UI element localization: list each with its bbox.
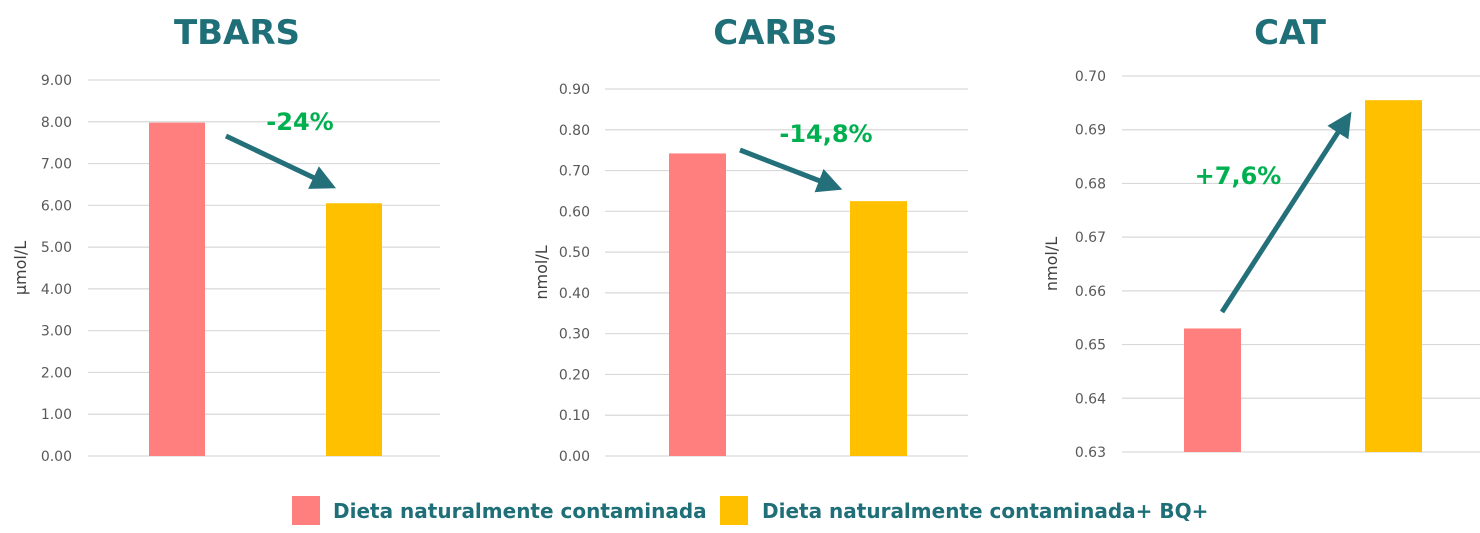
tbars-bar-contaminated: [149, 122, 205, 456]
cat-trend-arrow-icon: [1219, 111, 1352, 314]
carbs-ytick-label: 0.10: [559, 408, 590, 424]
tbars-ylabel: µmol/L: [11, 241, 30, 295]
tbars-ytick-label: 0.00: [41, 449, 72, 465]
cat-ytick-label: 0.69: [1075, 123, 1106, 139]
tbars-ytick-label: 3.00: [41, 324, 72, 340]
cat-ytick-label: 0.65: [1075, 338, 1106, 354]
carbs-bar-contaminated: [669, 153, 726, 456]
cat-bar-contaminated: [1184, 328, 1241, 452]
cat-ytick-label: 0.63: [1075, 445, 1106, 461]
carbs-ytick-label: 0.30: [559, 327, 590, 343]
carbs-ytick-label: 0.40: [559, 286, 590, 302]
legend: Dieta naturalmente contaminada Dieta nat…: [292, 496, 1208, 525]
cat-bar-bq: [1365, 100, 1422, 453]
legend-label-bq: Dieta naturalmente contaminada+ BQ+: [762, 499, 1208, 523]
tbars-ytick-label: 6.00: [41, 198, 72, 214]
legend-swatch-contaminated: [292, 496, 320, 525]
carbs-ytick-label: 0.60: [559, 204, 590, 220]
tbars-change-annotation: -24%: [266, 108, 333, 136]
carbs-ytick-label: 0.20: [559, 367, 590, 383]
cat-ytick-label: 0.70: [1075, 69, 1106, 85]
tbars-ytick-label: 4.00: [41, 282, 72, 298]
tbars-ytick-label: 9.00: [41, 73, 72, 89]
tbars-ytick-label: 8.00: [41, 115, 72, 131]
cat-ytick-label: 0.64: [1075, 391, 1106, 407]
tbars-bar-bq: [326, 203, 382, 456]
tbars-ytick-label: 1.00: [41, 407, 72, 423]
cat-ytick-label: 0.68: [1075, 176, 1106, 192]
carbs-ytick-label: 0.00: [559, 449, 590, 465]
tbars-ytick-label: 5.00: [41, 240, 72, 256]
carbs-change-annotation: -14,8%: [779, 120, 872, 148]
cat-title: CAT: [1254, 13, 1327, 53]
legend-swatch-bq: [720, 496, 748, 525]
legend-label-contaminated: Dieta naturalmente contaminada: [333, 499, 707, 523]
carbs-ytick-label: 0.70: [559, 164, 590, 180]
tbars-trend-arrow-icon: [224, 133, 337, 189]
carbs-title: CARBs: [713, 13, 837, 53]
cat-change-annotation: +7,6%: [1195, 162, 1282, 190]
cat-ytick-label: 0.66: [1075, 284, 1106, 300]
carbs-ytick-label: 0.50: [559, 245, 590, 261]
carbs-ylabel: nmol/L: [532, 245, 551, 299]
cat-ylabel: nmol/L: [1042, 237, 1061, 291]
carbs-bar-bq: [850, 201, 907, 456]
cat-ytick-label: 0.67: [1075, 230, 1106, 246]
carbs-ytick-label: 0.90: [559, 82, 590, 98]
carbs-ytick-label: 0.80: [559, 123, 590, 139]
tbars-ytick-label: 2.00: [41, 365, 72, 381]
tbars-ytick-label: 7.00: [41, 157, 72, 173]
carbs-trend-arrow-icon: [739, 147, 843, 193]
tbars-title: TBARS: [174, 13, 300, 53]
